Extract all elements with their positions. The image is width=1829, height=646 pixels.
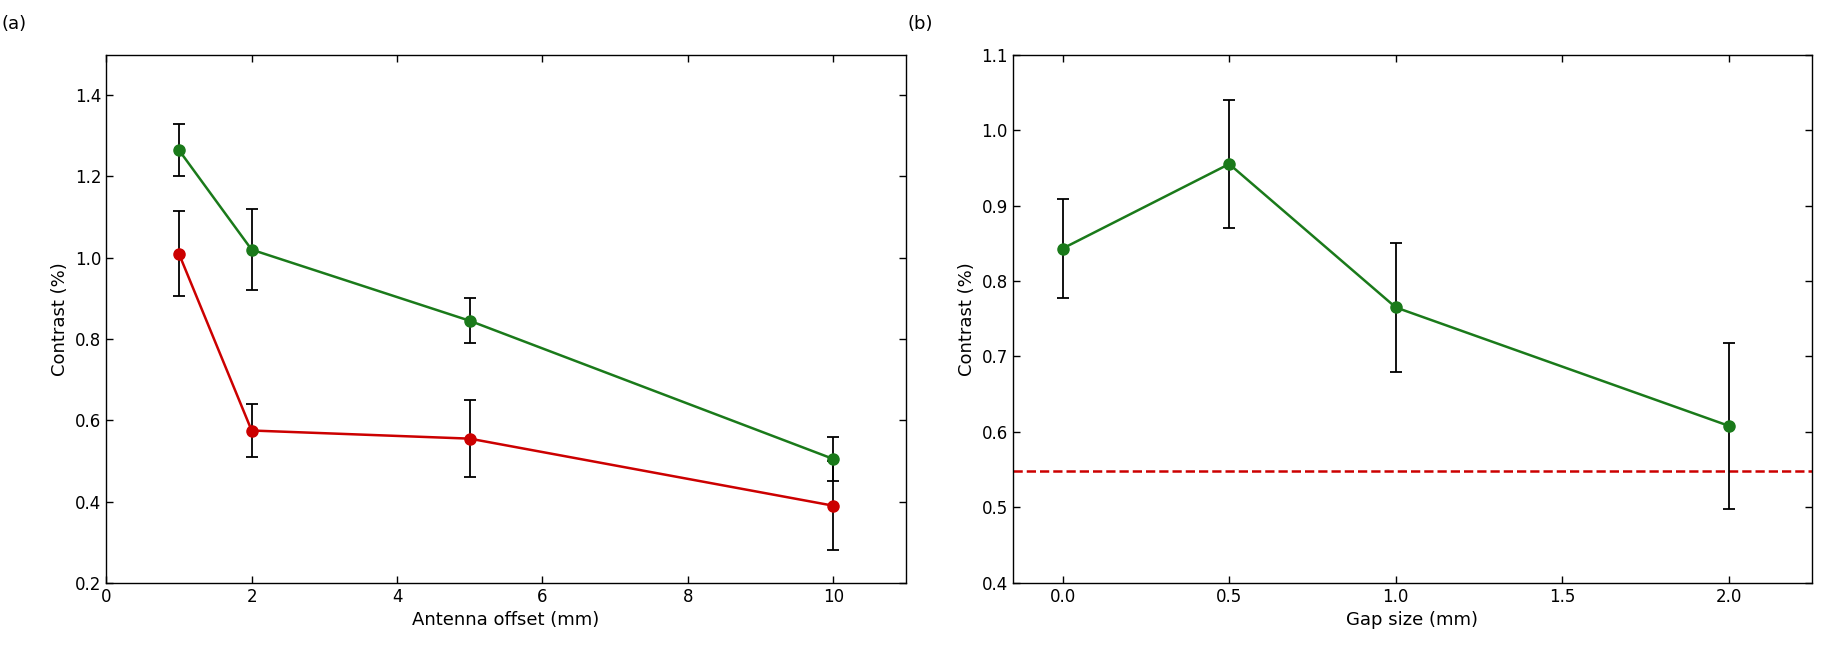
Y-axis label: Contrast (%): Contrast (%): [51, 262, 70, 375]
Text: (b): (b): [907, 16, 933, 34]
Text: (a): (a): [2, 16, 26, 34]
X-axis label: Antenna offset (mm): Antenna offset (mm): [413, 611, 600, 629]
X-axis label: Gap size (mm): Gap size (mm): [1346, 611, 1478, 629]
Y-axis label: Contrast (%): Contrast (%): [958, 262, 975, 375]
